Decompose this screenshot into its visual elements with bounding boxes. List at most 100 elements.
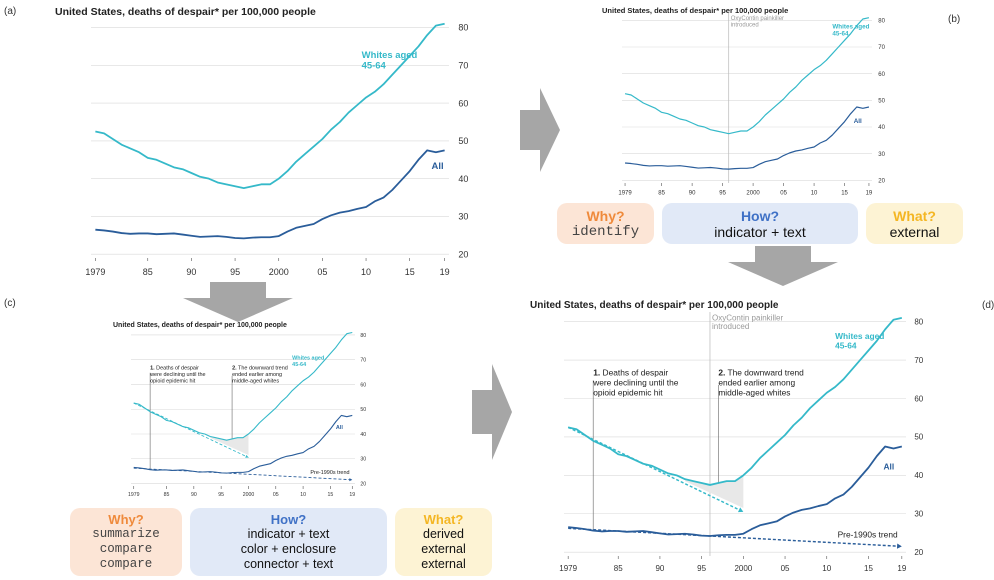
x-tick-label: 95 — [697, 564, 706, 573]
why-title-b: Why? — [586, 207, 625, 224]
note1-text: 1. Deaths of despair were declining until… — [592, 367, 679, 397]
arrow-down-ac — [183, 282, 293, 322]
series-line-whites — [95, 22, 445, 190]
pre1990-trend-label: Pre-1990s trend — [310, 470, 349, 476]
arrow-right-ab — [520, 88, 560, 172]
all-series-label: All — [336, 425, 343, 431]
oxycontin-label: OxyContin painkiller introduced — [731, 16, 784, 29]
chart-a: 20 30 40 50 60 70 80 1979 85 90 95 2000 05 10 15 19 Whit… — [85, 22, 468, 277]
x-tick-label: 19 — [897, 564, 906, 573]
y-tick-label: 30 — [914, 510, 923, 519]
x-tick-label: 05 — [317, 267, 327, 277]
series-line-all — [95, 149, 445, 240]
panel-d-title: United States, deaths of despair* per 10… — [530, 300, 779, 311]
panel-b-label: (b) — [948, 14, 961, 25]
x-tick-label: 2000 — [243, 492, 255, 498]
arrow-right-cd — [472, 364, 512, 460]
what-title-c: What? — [423, 512, 464, 527]
how-item-b-1: indicator + text — [714, 223, 806, 240]
x-tick-label: 15 — [328, 492, 334, 498]
y-tick-label: 60 — [458, 98, 468, 108]
x-tick-label: 1979 — [559, 564, 577, 573]
y-tick-label: 80 — [360, 333, 366, 339]
x-tick-label: 10 — [822, 564, 831, 573]
what-item-c-2: external — [421, 542, 466, 556]
what-item-b-1: external — [889, 223, 940, 240]
how-card-b: How? indicator + text — [662, 203, 858, 244]
y-tick-label: 50 — [360, 407, 366, 413]
x-tick-label: 85 — [614, 564, 623, 573]
x-tick-label: 10 — [361, 267, 371, 277]
y-tick-label: 70 — [458, 60, 468, 70]
enclosure-shade — [684, 475, 744, 508]
all-series-label: All — [883, 462, 894, 472]
x-tick-label: 19 — [440, 267, 450, 277]
how-title-c: How? — [270, 512, 307, 527]
panel-c-label: (c) — [4, 298, 16, 309]
x-tick-label: 2000 — [269, 267, 289, 277]
series-line-all — [624, 106, 870, 170]
all-series-label: All — [854, 118, 862, 125]
y-tick-label: 20 — [360, 481, 366, 487]
chart-c: 20 30 40 50 60 70 80 1979 85 90 95 2000 05 10 15 19 Pre-… — [128, 331, 366, 498]
what-card-b: What? external — [866, 203, 963, 244]
whites-series-label: Whites aged 45-64 — [835, 331, 884, 351]
x-tick-label: 85 — [658, 190, 665, 196]
x-tick-label: 95 — [719, 190, 726, 196]
how-item-c-1: indicator + text — [247, 527, 330, 541]
what-card-c: What? derived external external — [395, 508, 492, 576]
x-tick-label: 90 — [655, 564, 664, 573]
oxycontin-label: OxyContin painkiller introduced — [712, 313, 783, 331]
x-tick-label: 1979 — [128, 492, 140, 498]
x-tick-label: 95 — [218, 492, 224, 498]
how-item-c-2: color + enclosure — [240, 542, 337, 556]
note2-text: 2. The downward trend ended earlier among… — [718, 367, 804, 397]
how-card-c: How? indicator + text color + enclosure … — [190, 508, 387, 576]
why-item-b-1: identify — [571, 223, 640, 240]
how-title-b: How? — [740, 207, 780, 224]
y-tick-label: 30 — [360, 457, 366, 463]
x-tick-label: 95 — [230, 267, 240, 277]
y-tick-label: 60 — [914, 394, 923, 403]
y-tick-label: 50 — [878, 98, 885, 104]
x-tick-label: 1979 — [85, 267, 105, 277]
y-tick-label: 40 — [914, 471, 923, 480]
y-tick-label: 70 — [360, 358, 366, 364]
chart-d: 20 30 40 50 60 70 80 1979 85 90 95 2000 05 10 15 19 OxyC… — [559, 312, 924, 573]
why-item-c-2: compare — [99, 542, 153, 556]
y-tick-label: 70 — [878, 45, 885, 51]
series-line-whites — [624, 17, 870, 135]
panel-a-label: (a) — [4, 6, 17, 17]
y-tick-label: 50 — [458, 136, 468, 146]
x-tick-label: 90 — [689, 190, 696, 196]
y-tick-label: 20 — [458, 249, 468, 259]
x-tick-label: 05 — [273, 492, 279, 498]
note1-text: 1. Deaths of despair were declining until… — [149, 366, 205, 385]
what-item-c-3: external — [421, 557, 466, 571]
y-tick-label: 60 — [878, 72, 885, 78]
y-tick-label: 20 — [878, 178, 885, 184]
y-tick-label: 80 — [914, 317, 923, 326]
whites-trend-arrow-head — [245, 454, 249, 458]
x-tick-label: 90 — [186, 267, 196, 277]
why-title-c: Why? — [108, 512, 144, 527]
y-tick-label: 80 — [878, 18, 885, 24]
y-tick-label: 30 — [458, 212, 468, 222]
what-title-b: What? — [893, 207, 936, 224]
x-tick-label: 05 — [780, 190, 787, 196]
x-tick-label: 85 — [164, 492, 170, 498]
whites-trend-arrow — [567, 426, 744, 513]
how-item-c-3: connector + text — [243, 557, 334, 571]
x-tick-label: 2000 — [734, 564, 752, 573]
note2-text: 2. The downward trend ended earlier among… — [232, 366, 288, 385]
x-tick-label: 2000 — [746, 190, 760, 196]
x-tick-label: 19 — [866, 190, 873, 196]
x-tick-label: 15 — [405, 267, 415, 277]
all-series-label: All — [432, 161, 444, 172]
x-tick-label: 15 — [864, 564, 873, 573]
y-tick-label: 60 — [360, 382, 366, 388]
x-tick-label: 10 — [811, 190, 818, 196]
x-tick-label: 05 — [781, 564, 790, 573]
what-item-c-1: derived — [423, 527, 464, 541]
y-tick-label: 40 — [878, 125, 885, 131]
